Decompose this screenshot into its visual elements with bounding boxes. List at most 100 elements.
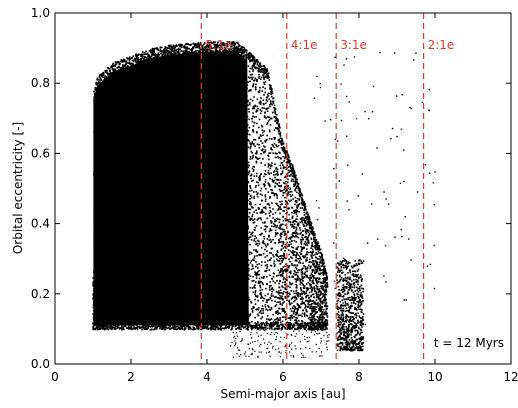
data-point <box>255 308 257 311</box>
data-point <box>249 286 252 289</box>
data-point <box>260 317 262 320</box>
data-point <box>103 327 106 330</box>
data-point <box>116 67 119 69</box>
data-point <box>228 41 230 43</box>
data-point <box>249 80 251 83</box>
data-point <box>256 296 259 298</box>
data-point <box>305 323 308 325</box>
data-point <box>294 177 297 179</box>
data-point <box>181 328 184 330</box>
data-point <box>247 108 250 111</box>
data-point <box>312 254 314 257</box>
data-point <box>189 327 192 329</box>
data-point <box>267 305 269 307</box>
data-point <box>276 250 279 252</box>
data-point <box>255 190 258 193</box>
data-point <box>299 298 302 301</box>
data-point <box>188 44 191 46</box>
data-point <box>268 84 271 86</box>
data-point <box>298 188 301 191</box>
data-point <box>302 277 305 279</box>
data-point <box>317 293 319 296</box>
data-point <box>182 50 185 53</box>
data-point <box>295 241 298 243</box>
data-point <box>214 325 217 328</box>
data-point <box>255 152 258 155</box>
data-point <box>264 244 267 246</box>
data-point <box>295 316 298 319</box>
data-point <box>315 299 318 301</box>
data-point <box>293 292 296 295</box>
data-point <box>302 219 305 221</box>
data-point <box>296 215 299 218</box>
data-point <box>155 53 158 56</box>
data-point <box>301 234 304 236</box>
data-point <box>283 253 285 256</box>
data-point <box>301 230 304 233</box>
data-point <box>266 259 269 262</box>
data-point <box>294 322 296 324</box>
data-point <box>325 326 327 329</box>
data-point <box>256 80 258 83</box>
data-point <box>293 296 295 299</box>
data-point <box>297 271 299 274</box>
data-point <box>319 268 321 271</box>
data-point <box>239 48 241 50</box>
data-point <box>326 328 328 330</box>
data-point <box>216 326 219 329</box>
data-point <box>297 186 300 188</box>
data-point <box>305 220 307 222</box>
data-point <box>151 52 153 55</box>
data-point <box>305 232 308 235</box>
data-point <box>194 50 197 52</box>
data-point <box>196 325 199 328</box>
data-point <box>247 192 250 195</box>
data-point <box>252 65 254 68</box>
data-point <box>149 325 152 328</box>
data-point <box>231 49 234 52</box>
data-point <box>259 63 261 66</box>
data-point <box>236 327 239 329</box>
data-point <box>130 327 132 329</box>
data-point <box>282 325 285 328</box>
data-point <box>138 61 140 63</box>
data-point <box>314 253 316 256</box>
data-point <box>247 146 250 149</box>
data-point <box>254 87 257 89</box>
data-point <box>265 299 268 301</box>
data-point <box>260 210 263 213</box>
data-point <box>279 228 282 230</box>
data-point <box>257 126 260 129</box>
data-point <box>275 219 278 222</box>
data-point <box>303 211 306 214</box>
data-point <box>284 249 286 252</box>
data-point <box>282 182 285 184</box>
data-point <box>122 326 124 329</box>
data-point <box>320 259 323 261</box>
data-point <box>247 139 249 141</box>
data-point <box>250 177 252 180</box>
data-point <box>318 298 321 301</box>
data-point <box>257 64 260 67</box>
data-point <box>272 102 275 105</box>
data-point <box>282 323 284 326</box>
data-point <box>252 305 255 308</box>
data-point <box>305 238 308 241</box>
data-point <box>279 179 282 181</box>
data-point <box>326 283 329 286</box>
data-point <box>287 249 290 251</box>
data-point <box>311 300 314 302</box>
data-point <box>269 185 271 188</box>
data-point <box>255 115 258 118</box>
data-point <box>140 55 142 58</box>
data-point <box>253 324 255 327</box>
data-point <box>319 273 321 276</box>
data-point <box>232 42 235 45</box>
data-point <box>128 61 131 63</box>
data-point <box>267 244 269 246</box>
data-point <box>268 230 271 233</box>
data-point <box>252 70 254 72</box>
data-point <box>296 285 298 287</box>
data-point <box>266 217 268 220</box>
data-point <box>281 254 284 257</box>
